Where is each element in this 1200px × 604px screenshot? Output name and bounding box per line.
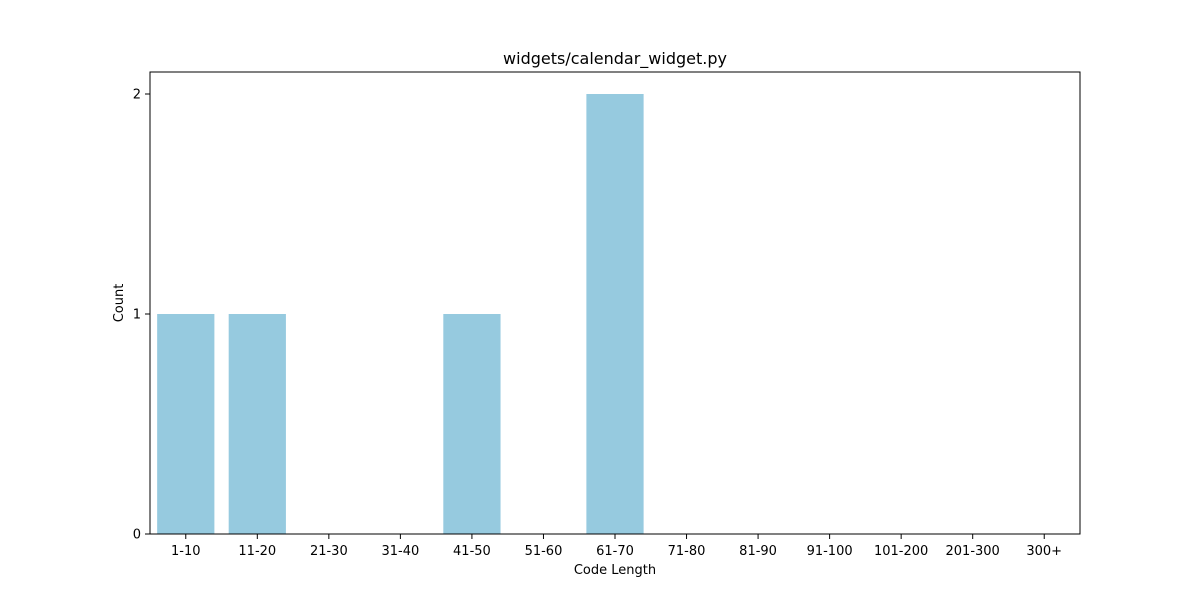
- x-tick-label: 31-40: [381, 544, 419, 559]
- x-tick-label: 1-10: [171, 544, 201, 559]
- y-axis-label: Count: [112, 284, 127, 323]
- bar-1-10: [157, 314, 215, 534]
- y-tick-label: 1: [133, 308, 141, 323]
- y-ticks: 0 1 2: [133, 88, 150, 543]
- x-axis-label: Code Length: [574, 563, 656, 578]
- x-tick-label: 201-300: [946, 544, 1000, 559]
- x-tick-label: 300+: [1026, 544, 1062, 559]
- x-tick-label: 71-80: [668, 544, 706, 559]
- x-tick-label: 11-20: [238, 544, 276, 559]
- bar-41-50: [443, 314, 501, 534]
- plot-frame: [149, 71, 1081, 535]
- chart-title: widgets/calendar_widget.py: [503, 49, 727, 69]
- bar-11-20: [228, 314, 286, 534]
- x-tick-label: 81-90: [739, 544, 777, 559]
- x-ticks: 1-10 11-20 21-30 31-40 41-50 51-60 61-70 71-80 8…: [171, 534, 1062, 559]
- x-tick-label: 21-30: [310, 544, 348, 559]
- x-tick-label: 101-200: [874, 544, 928, 559]
- bars-layer: [157, 94, 644, 534]
- y-tick-label: 0: [133, 528, 141, 543]
- y-tick-label: 2: [133, 88, 141, 103]
- x-tick-label: 51-60: [525, 544, 563, 559]
- bar-61-70: [586, 94, 644, 534]
- x-tick-label: 91-100: [807, 544, 853, 559]
- x-tick-label: 41-50: [453, 544, 491, 559]
- x-tick-label: 61-70: [596, 544, 634, 559]
